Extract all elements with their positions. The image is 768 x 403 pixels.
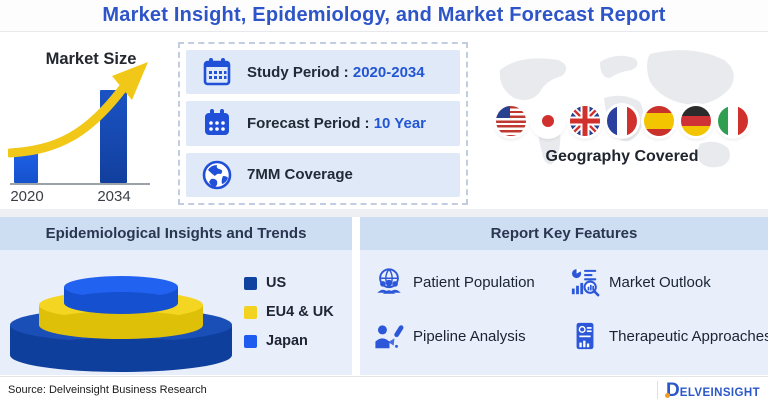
delveinsight-logo-mark: D ELVEINSIGHT [665, 381, 760, 400]
study-info-box: Study Period : 2020-2034 Forecast Period… [178, 42, 468, 205]
pipeline-analysis-icon [374, 321, 404, 351]
study-period-label: Study Period : [247, 63, 349, 81]
uk-flag-icon [570, 106, 600, 136]
feature-therapeutic-approaches: Therapeutic Approaches [570, 321, 768, 351]
feature-market-outlook: Market Outlook [570, 267, 768, 297]
japan-swatch-icon [244, 334, 257, 348]
therapeutic-approaches-icon [570, 321, 600, 351]
logo-separator [657, 381, 659, 399]
feature-pipeline-analysis: Pipeline Analysis [374, 321, 570, 351]
feature-label-market-outlook: Market Outlook [609, 273, 711, 291]
x-axis-line [10, 183, 150, 185]
growth-arrow-icon [8, 62, 148, 158]
delveinsight-logo: D ELVEINSIGHT [657, 381, 760, 400]
title-banner: Market Insight, Epidemiology, and Market… [0, 0, 768, 32]
legend-item-eu4uk: EU4 & UK [244, 304, 334, 320]
forecast-period-text: Forecast Period : 10 Year [247, 115, 426, 132]
feature-label-patient-population: Patient Population [413, 273, 535, 291]
spain-flag-icon [644, 106, 674, 136]
bar-label-2020: 2020 [10, 188, 44, 205]
patient-population-icon [374, 267, 404, 297]
legend-label-us: US [266, 275, 287, 291]
legend-item-us: US [244, 275, 334, 291]
market-size-title: Market Size [45, 50, 137, 68]
coverage-row: 7MM Coverage [186, 152, 460, 197]
forecast-period-value: 10 Year [373, 114, 426, 132]
flag-row [482, 106, 762, 136]
legend-label-japan: Japan [266, 333, 308, 349]
source-text: Source: Delveinsight Business Research [8, 384, 207, 396]
japan-flag-icon [533, 106, 563, 136]
feature-label-pipeline-analysis: Pipeline Analysis [413, 327, 526, 345]
forecast-period-row: Forecast Period : 10 Year [186, 101, 460, 146]
calendar-icon [201, 56, 233, 88]
germany-flag-icon [681, 106, 711, 136]
eu4uk-swatch-icon [244, 305, 257, 319]
us-swatch-icon [244, 276, 257, 290]
globe-icon [201, 159, 233, 191]
section-divider [0, 209, 768, 217]
calendar-icon [201, 107, 233, 139]
footer: Source: Delveinsight Business Research D… [0, 376, 768, 403]
market-outlook-icon [570, 267, 600, 297]
tier-japan-disc [64, 276, 178, 314]
geography-section: Geography Covered [482, 40, 762, 208]
epidemiology-legend: US EU4 & UK Japan [244, 275, 334, 362]
coverage-text: 7MM Coverage [247, 166, 353, 183]
features-grid: Patient Population [360, 250, 768, 351]
legend-item-japan: Japan [244, 333, 334, 349]
study-period-row: Study Period : 2020-2034 [186, 50, 460, 95]
feature-label-therapeutic-approaches: Therapeutic Approaches [609, 327, 768, 345]
france-flag-icon [607, 106, 637, 136]
logo-orange-dot-icon [665, 392, 671, 398]
geography-caption: Geography Covered [545, 148, 699, 165]
epidemiology-header: Epidemiological Insights and Trends [0, 217, 352, 250]
forecast-period-label: Forecast Period : [247, 114, 370, 132]
bar-label-2034: 2034 [97, 188, 131, 205]
study-period-value: 2020-2034 [352, 63, 425, 81]
logo-text: ELVEINSIGHT [679, 386, 760, 399]
us-flag-icon [496, 106, 526, 136]
page-title: Market Insight, Epidemiology, and Market… [102, 4, 666, 26]
study-period-text: Study Period : 2020-2034 [247, 64, 425, 81]
report-features-header: Report Key Features [360, 217, 768, 250]
coverage-label: 7MM Coverage [247, 166, 353, 184]
italy-flag-icon [718, 106, 748, 136]
market-size-chart: Market Size 2020 2034 [8, 38, 174, 208]
report-features-panel: Report Key Features Patient Population [360, 217, 768, 375]
epidemiology-panel: Epidemiological Insights and Trends US E… [0, 217, 352, 375]
legend-label-eu4uk: EU4 & UK [266, 304, 334, 320]
feature-patient-population: Patient Population [374, 267, 570, 297]
